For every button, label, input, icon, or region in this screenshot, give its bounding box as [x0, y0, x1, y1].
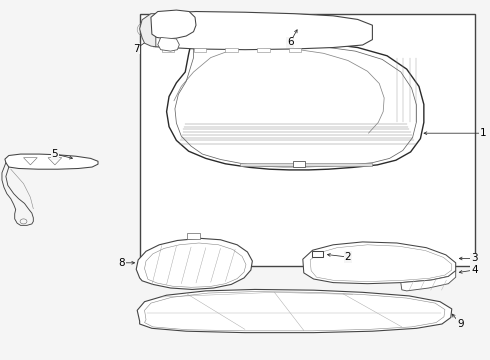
Text: 1: 1 [480, 128, 487, 138]
Ellipse shape [52, 158, 62, 165]
Text: 5: 5 [51, 149, 58, 159]
Polygon shape [24, 158, 37, 165]
Polygon shape [187, 233, 200, 239]
Polygon shape [289, 48, 301, 52]
Polygon shape [151, 10, 196, 39]
Text: 7: 7 [133, 44, 140, 54]
Ellipse shape [166, 17, 175, 23]
Polygon shape [240, 163, 372, 166]
Ellipse shape [12, 158, 22, 165]
Text: 3: 3 [471, 253, 478, 264]
Bar [312, 251, 323, 257]
Ellipse shape [24, 158, 34, 165]
Text: 9: 9 [457, 319, 464, 329]
Ellipse shape [155, 21, 164, 28]
Polygon shape [137, 289, 452, 333]
Polygon shape [162, 48, 174, 52]
Polygon shape [5, 154, 98, 169]
Ellipse shape [65, 158, 74, 165]
Polygon shape [194, 48, 206, 52]
Ellipse shape [190, 235, 197, 240]
Polygon shape [140, 14, 156, 47]
Ellipse shape [78, 158, 88, 165]
Text: 2: 2 [344, 252, 351, 262]
Polygon shape [303, 242, 456, 284]
Polygon shape [158, 37, 179, 51]
Text: 4: 4 [471, 265, 478, 275]
Polygon shape [147, 12, 372, 50]
Polygon shape [167, 40, 424, 170]
Ellipse shape [192, 237, 195, 239]
Ellipse shape [176, 17, 185, 23]
Polygon shape [48, 158, 62, 165]
Polygon shape [401, 271, 456, 291]
Polygon shape [225, 48, 238, 52]
Polygon shape [257, 48, 270, 52]
Text: 8: 8 [118, 258, 125, 268]
Ellipse shape [184, 21, 193, 28]
Bar [293, 161, 305, 167]
Polygon shape [136, 238, 252, 289]
Bar [140, 14, 475, 266]
Text: 6: 6 [287, 37, 294, 48]
Ellipse shape [38, 158, 48, 165]
